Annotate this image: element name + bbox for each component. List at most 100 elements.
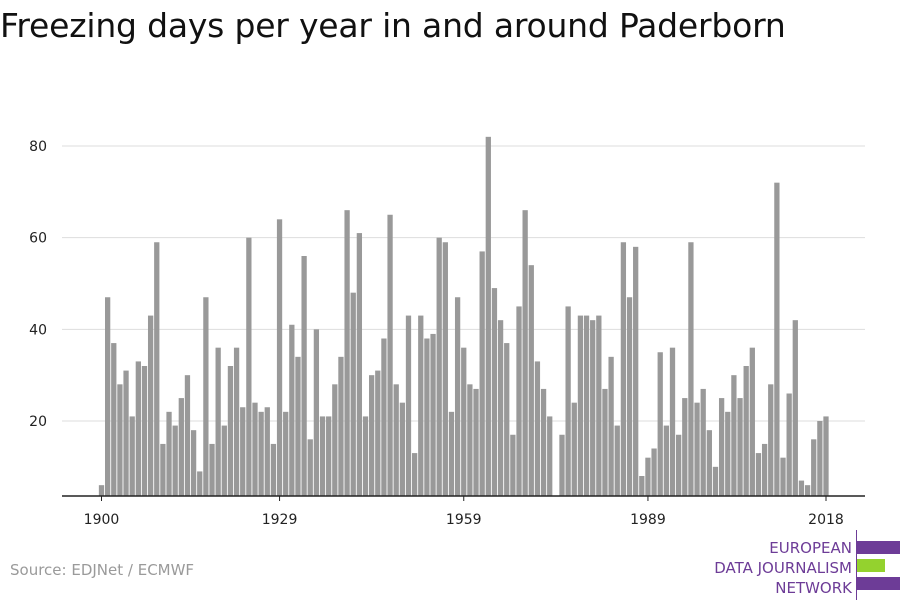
bar-1963 — [485, 136, 491, 496]
bar-2010 — [774, 182, 780, 497]
bar-1947 — [387, 214, 393, 496]
bar-1944 — [369, 375, 375, 496]
bar-1904 — [123, 370, 129, 496]
bar-1937 — [326, 416, 332, 496]
bar-1941 — [350, 292, 356, 496]
bar-1926 — [258, 411, 264, 496]
bar-1998 — [700, 388, 706, 496]
bar-1932 — [295, 356, 301, 496]
bar-1978 — [577, 315, 584, 496]
bar-1973 — [547, 416, 553, 496]
y-tick-label-40: 40 — [29, 322, 47, 338]
bar-1994 — [676, 434, 682, 496]
bar-2014 — [798, 480, 805, 496]
bar-1928 — [270, 443, 277, 496]
x-tick-label-1929: 1929 — [262, 512, 298, 528]
bar-1996 — [688, 242, 694, 496]
bar-1981 — [596, 315, 602, 496]
bar-2004 — [737, 398, 743, 496]
bar-1992 — [663, 425, 669, 496]
bar-1960 — [467, 384, 473, 496]
bar-1913 — [178, 398, 184, 496]
logo-bar-purple-bottom — [857, 577, 900, 590]
logo-line-3: NETWORK — [775, 579, 852, 597]
bars — [98, 136, 829, 497]
bar-1990 — [651, 448, 657, 496]
bar-1946 — [381, 338, 387, 496]
bar-1956 — [442, 242, 448, 496]
x-tick-label-1900: 1900 — [84, 512, 120, 528]
bar-1979 — [583, 315, 590, 496]
bar-1921 — [227, 366, 234, 496]
bar-1927 — [264, 407, 270, 496]
logo-bar-purple-top — [857, 541, 900, 554]
bar-1965 — [497, 320, 504, 496]
bar-2002 — [725, 411, 731, 496]
bar-1915 — [190, 430, 197, 496]
bar-1955 — [436, 237, 442, 497]
bar-1972 — [540, 388, 547, 496]
bar-1993 — [669, 347, 676, 496]
bar-1916 — [197, 471, 203, 496]
bar-1910 — [160, 443, 166, 496]
logo-bar-green — [857, 559, 885, 572]
bar-2011 — [780, 457, 786, 496]
bar-1919 — [215, 347, 221, 496]
bar-1991 — [657, 352, 663, 496]
bar-1922 — [233, 347, 240, 496]
bar-2007 — [755, 453, 762, 496]
bar-1942 — [356, 233, 363, 496]
bar-1958 — [454, 297, 461, 496]
grid-lines — [62, 145, 865, 422]
bar-2008 — [761, 443, 768, 496]
bar-1971 — [534, 361, 541, 496]
x-axis: 1900 1929 1959 1989 2018 — [62, 495, 865, 528]
bar-1905 — [129, 416, 135, 496]
bar-1959 — [461, 347, 467, 496]
bar-1977 — [571, 402, 577, 496]
bar-1989 — [645, 457, 651, 496]
bar-1900 — [98, 485, 105, 496]
bar-1908 — [147, 315, 154, 496]
bar-1906 — [135, 361, 141, 496]
bar-1982 — [602, 388, 608, 496]
y-tick-label-80: 80 — [29, 139, 47, 155]
logo-divider — [856, 530, 857, 600]
bar-2016 — [811, 439, 817, 496]
bar-1935 — [313, 329, 320, 496]
bar-1925 — [252, 402, 258, 496]
bar-2005 — [743, 366, 749, 496]
edjnet-logo: EUROPEAN DATA JOURNALISM NETWORK — [700, 530, 900, 600]
bar-1903 — [117, 384, 123, 496]
bar-2009 — [768, 384, 774, 496]
bar-1923 — [240, 407, 246, 496]
logo-line-1: EUROPEAN — [769, 539, 852, 557]
bar-1929 — [276, 219, 283, 496]
bar-1986 — [626, 297, 633, 496]
bar-1983 — [608, 356, 614, 496]
bar-1948 — [393, 384, 399, 496]
bar-1999 — [706, 430, 712, 496]
bar-1976 — [565, 306, 571, 496]
bar-1957 — [448, 411, 455, 496]
bar-1938 — [332, 384, 338, 496]
bar-1968 — [516, 306, 522, 496]
chart-title: Freezing days per year in and around Pad… — [0, 6, 786, 45]
bar-2000 — [712, 466, 719, 496]
bar-1936 — [319, 416, 326, 496]
bar-2012 — [786, 393, 792, 496]
bar-1962 — [479, 251, 485, 496]
bar-2015 — [804, 485, 811, 496]
bar-1975 — [559, 434, 565, 496]
x-tick-label-1959: 1959 — [446, 512, 482, 528]
bar-1953 — [424, 338, 430, 496]
bar-1967 — [510, 434, 516, 496]
bar-2018 — [823, 416, 829, 496]
bar-1920 — [221, 425, 227, 496]
bar-1924 — [246, 237, 252, 497]
y-tick-label-20: 20 — [29, 414, 47, 430]
bar-1966 — [504, 343, 510, 496]
bar-2003 — [731, 375, 737, 496]
bar-1985 — [620, 242, 627, 496]
x-tick-label-1989: 1989 — [630, 512, 666, 528]
